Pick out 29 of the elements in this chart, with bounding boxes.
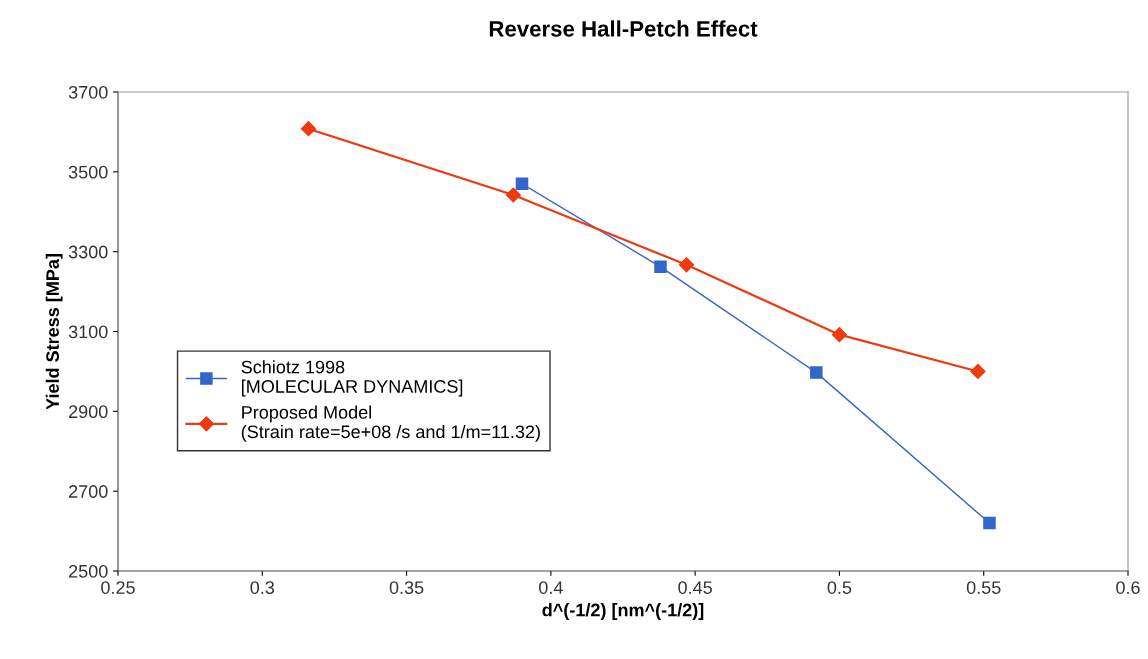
- x-tick-label: 0.25: [101, 581, 135, 594]
- point: [678, 257, 695, 273]
- y-tick-label: 2700: [69, 485, 108, 498]
- y-tick-label: 2900: [69, 405, 108, 419]
- y-axis-title: Yield Stress [MPa]: [45, 254, 63, 410]
- point: [810, 366, 823, 379]
- point: [983, 516, 996, 530]
- x-tick-label: 0.6: [1116, 581, 1140, 594]
- legend-label: Schiotz 1998 [MOLECULAR DYNAMICS]: [241, 360, 463, 397]
- x-tick-label: 0.55: [966, 581, 1001, 594]
- point: [300, 121, 317, 137]
- legend-label: Proposed Model (Strain rate=5e+08 /s and 1/m=11.32): [241, 405, 540, 442]
- point: [970, 363, 986, 379]
- y-tick-label: 3500: [68, 165, 108, 179]
- x-tick-label: 0.35: [389, 581, 424, 594]
- point: [831, 327, 847, 343]
- x-axis-title: d^(-1/2) [nm^(-1/2)]: [542, 603, 704, 620]
- x-tick-label: 0.5: [827, 581, 852, 594]
- y-tick-label: 3700: [68, 85, 108, 99]
- x-tick-label: 0.3: [250, 581, 275, 594]
- point: [505, 187, 521, 203]
- chart-title: Reverse Hall-Petch Effect: [489, 20, 758, 37]
- point: [654, 260, 667, 274]
- y-tick-label: 3100: [68, 325, 108, 339]
- y-tick-label: 2500: [69, 564, 108, 578]
- x-tick-label: 0.45: [678, 581, 712, 594]
- x-tick-label: 0.4: [539, 581, 563, 594]
- point: [515, 177, 529, 191]
- y-tick-label: 3300: [68, 245, 108, 259]
